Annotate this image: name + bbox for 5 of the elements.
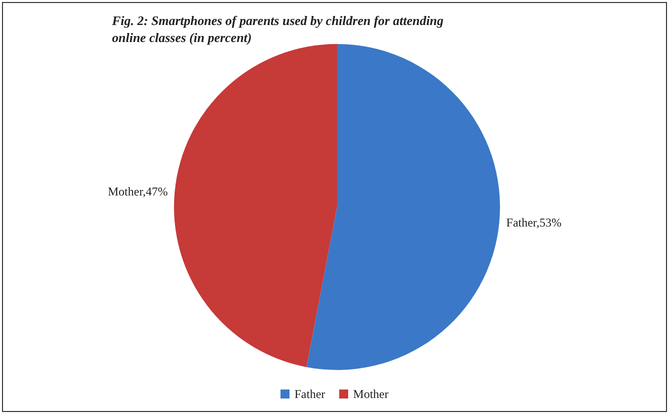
legend-label: Mother bbox=[353, 387, 388, 401]
chart-title: Fig. 2: Smartphones of parents used by children for attending online classes (in percent) bbox=[111, 13, 447, 45]
data-label: Mother,47% bbox=[108, 184, 168, 198]
legend-label: Father bbox=[294, 387, 326, 401]
data-label: Father,53% bbox=[506, 216, 562, 230]
